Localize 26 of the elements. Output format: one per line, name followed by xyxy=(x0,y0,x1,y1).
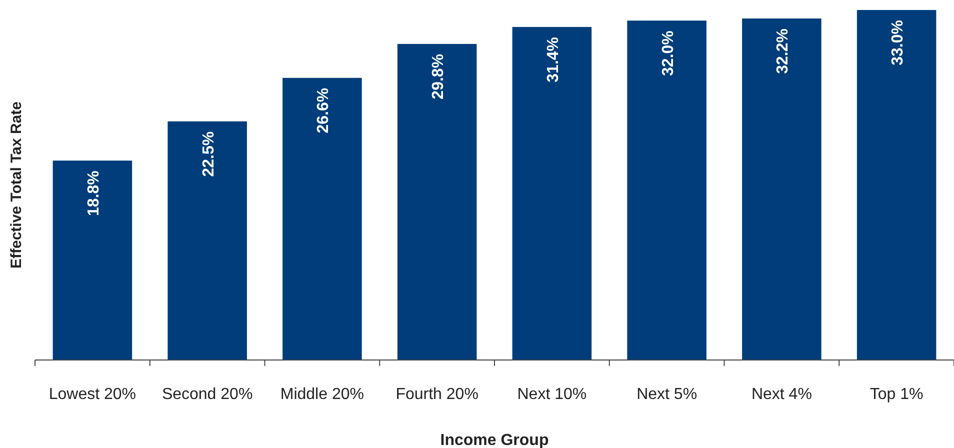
bar xyxy=(627,20,706,360)
bar xyxy=(52,160,132,360)
data-label: 33.0% xyxy=(890,20,907,66)
bar xyxy=(282,78,362,360)
x-tick-label: Next 5% xyxy=(636,386,698,403)
bar xyxy=(512,26,592,360)
bar xyxy=(168,121,247,360)
x-tick-label: Second 20% xyxy=(162,386,253,403)
y-axis-title: Effective Total Tax Rate xyxy=(8,102,25,268)
data-label: 26.6% xyxy=(315,88,332,134)
data-label: 22.5% xyxy=(200,131,218,177)
data-label: 32.0% xyxy=(660,30,677,76)
x-tick-label: Fourth 20% xyxy=(396,386,478,403)
x-tick-label: Lowest 20% xyxy=(48,386,136,403)
x-tick-label: Next 10% xyxy=(517,386,587,403)
x-tick-label: Top 1% xyxy=(870,386,924,403)
x-axis-title: Income Group xyxy=(440,432,549,448)
data-label: 18.8% xyxy=(85,170,102,216)
data-label: 29.8% xyxy=(430,54,448,100)
bar xyxy=(742,18,822,360)
x-tick-label: Middle 20% xyxy=(280,386,364,403)
bar xyxy=(397,44,477,360)
x-tick-label: Next 4% xyxy=(751,386,812,403)
bar xyxy=(856,10,936,360)
data-label: 31.4% xyxy=(544,36,562,82)
data-label: 32.2% xyxy=(774,28,792,74)
